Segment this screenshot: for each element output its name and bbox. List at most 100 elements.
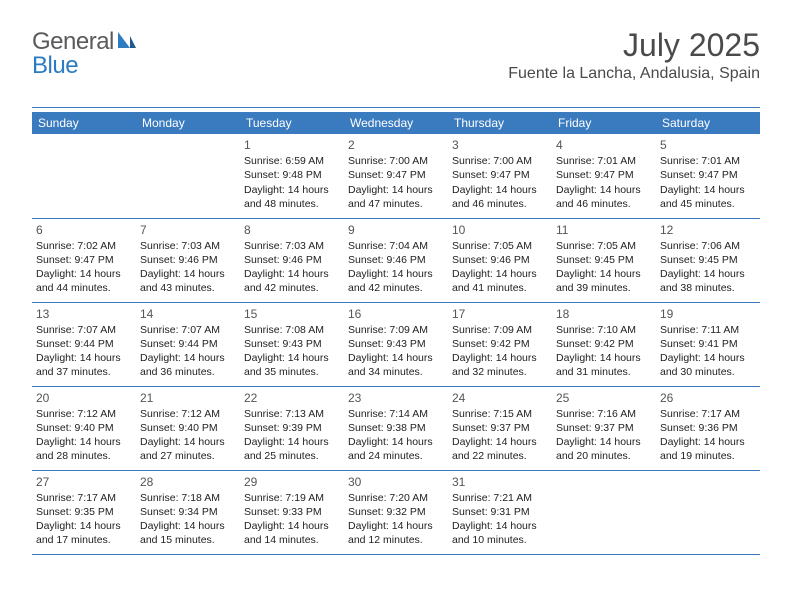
calendar-cell: 21Sunrise: 7:12 AMSunset: 9:40 PMDayligh… bbox=[136, 386, 240, 470]
day-details: Sunrise: 7:13 AMSunset: 9:39 PMDaylight:… bbox=[244, 407, 340, 464]
calendar-row: 6Sunrise: 7:02 AMSunset: 9:47 PMDaylight… bbox=[32, 218, 760, 302]
calendar-cell: 11Sunrise: 7:05 AMSunset: 9:45 PMDayligh… bbox=[552, 218, 656, 302]
day-number: 9 bbox=[348, 221, 444, 239]
calendar-cell: 9Sunrise: 7:04 AMSunset: 9:46 PMDaylight… bbox=[344, 218, 448, 302]
day-number: 4 bbox=[556, 136, 652, 154]
day-header: Tuesday bbox=[240, 112, 344, 134]
day-header: Thursday bbox=[448, 112, 552, 134]
calendar-cell: 5Sunrise: 7:01 AMSunset: 9:47 PMDaylight… bbox=[656, 134, 760, 218]
calendar-cell: 2Sunrise: 7:00 AMSunset: 9:47 PMDaylight… bbox=[344, 134, 448, 218]
calendar-cell: 7Sunrise: 7:03 AMSunset: 9:46 PMDaylight… bbox=[136, 218, 240, 302]
day-number: 15 bbox=[244, 305, 340, 323]
calendar-cell: 26Sunrise: 7:17 AMSunset: 9:36 PMDayligh… bbox=[656, 386, 760, 470]
brand-part2: Blue bbox=[32, 52, 78, 79]
day-number: 30 bbox=[348, 473, 444, 491]
day-details: Sunrise: 7:17 AMSunset: 9:35 PMDaylight:… bbox=[36, 491, 132, 548]
calendar-cell: 20Sunrise: 7:12 AMSunset: 9:40 PMDayligh… bbox=[32, 386, 136, 470]
location-text: Fuente la Lancha, Andalusia, Spain bbox=[508, 65, 760, 83]
day-number: 2 bbox=[348, 136, 444, 154]
calendar-cell: 19Sunrise: 7:11 AMSunset: 9:41 PMDayligh… bbox=[656, 302, 760, 386]
day-number: 17 bbox=[452, 305, 548, 323]
calendar-cell: 17Sunrise: 7:09 AMSunset: 9:42 PMDayligh… bbox=[448, 302, 552, 386]
calendar-cell: 29Sunrise: 7:19 AMSunset: 9:33 PMDayligh… bbox=[240, 470, 344, 554]
calendar-cell: 15Sunrise: 7:08 AMSunset: 9:43 PMDayligh… bbox=[240, 302, 344, 386]
calendar-row: 1Sunrise: 6:59 AMSunset: 9:48 PMDaylight… bbox=[32, 134, 760, 218]
day-details: Sunrise: 7:03 AMSunset: 9:46 PMDaylight:… bbox=[244, 239, 340, 296]
day-number: 29 bbox=[244, 473, 340, 491]
day-details: Sunrise: 7:18 AMSunset: 9:34 PMDaylight:… bbox=[140, 491, 236, 548]
calendar-cell: 24Sunrise: 7:15 AMSunset: 9:37 PMDayligh… bbox=[448, 386, 552, 470]
title-block: July 2025 Fuente la Lancha, Andalusia, S… bbox=[508, 28, 760, 83]
day-number: 3 bbox=[452, 136, 548, 154]
calendar-cell: 31Sunrise: 7:21 AMSunset: 9:31 PMDayligh… bbox=[448, 470, 552, 554]
day-details: Sunrise: 7:07 AMSunset: 9:44 PMDaylight:… bbox=[140, 323, 236, 380]
calendar-cell-empty bbox=[136, 134, 240, 218]
calendar-cell: 8Sunrise: 7:03 AMSunset: 9:46 PMDaylight… bbox=[240, 218, 344, 302]
day-details: Sunrise: 7:20 AMSunset: 9:32 PMDaylight:… bbox=[348, 491, 444, 548]
calendar-row: 13Sunrise: 7:07 AMSunset: 9:44 PMDayligh… bbox=[32, 302, 760, 386]
day-details: Sunrise: 7:00 AMSunset: 9:47 PMDaylight:… bbox=[348, 154, 444, 211]
day-number: 20 bbox=[36, 389, 132, 407]
sail-icon bbox=[116, 30, 138, 55]
calendar-cell: 13Sunrise: 7:07 AMSunset: 9:44 PMDayligh… bbox=[32, 302, 136, 386]
day-details: Sunrise: 7:09 AMSunset: 9:42 PMDaylight:… bbox=[452, 323, 548, 380]
calendar-cell: 30Sunrise: 7:20 AMSunset: 9:32 PMDayligh… bbox=[344, 470, 448, 554]
calendar-cell: 16Sunrise: 7:09 AMSunset: 9:43 PMDayligh… bbox=[344, 302, 448, 386]
day-header: Saturday bbox=[656, 112, 760, 134]
calendar-table: SundayMondayTuesdayWednesdayThursdayFrid… bbox=[32, 112, 760, 555]
day-details: Sunrise: 7:12 AMSunset: 9:40 PMDaylight:… bbox=[140, 407, 236, 464]
calendar-head: SundayMondayTuesdayWednesdayThursdayFrid… bbox=[32, 112, 760, 134]
day-number: 13 bbox=[36, 305, 132, 323]
day-header: Wednesday bbox=[344, 112, 448, 134]
day-details: Sunrise: 7:12 AMSunset: 9:40 PMDaylight:… bbox=[36, 407, 132, 464]
day-details: Sunrise: 7:11 AMSunset: 9:41 PMDaylight:… bbox=[660, 323, 756, 380]
brand-part2-wrap: Blue bbox=[32, 52, 78, 80]
day-details: Sunrise: 7:10 AMSunset: 9:42 PMDaylight:… bbox=[556, 323, 652, 380]
day-details: Sunrise: 7:16 AMSunset: 9:37 PMDaylight:… bbox=[556, 407, 652, 464]
day-number: 31 bbox=[452, 473, 548, 491]
day-details: Sunrise: 7:19 AMSunset: 9:33 PMDaylight:… bbox=[244, 491, 340, 548]
day-details: Sunrise: 7:21 AMSunset: 9:31 PMDaylight:… bbox=[452, 491, 548, 548]
day-number: 12 bbox=[660, 221, 756, 239]
day-number: 21 bbox=[140, 389, 236, 407]
calendar-cell: 1Sunrise: 6:59 AMSunset: 9:48 PMDaylight… bbox=[240, 134, 344, 218]
day-number: 11 bbox=[556, 221, 652, 239]
day-number: 22 bbox=[244, 389, 340, 407]
day-number: 25 bbox=[556, 389, 652, 407]
day-details: Sunrise: 7:08 AMSunset: 9:43 PMDaylight:… bbox=[244, 323, 340, 380]
day-details: Sunrise: 7:05 AMSunset: 9:46 PMDaylight:… bbox=[452, 239, 548, 296]
day-number: 7 bbox=[140, 221, 236, 239]
day-details: Sunrise: 7:07 AMSunset: 9:44 PMDaylight:… bbox=[36, 323, 132, 380]
day-details: Sunrise: 7:03 AMSunset: 9:46 PMDaylight:… bbox=[140, 239, 236, 296]
day-details: Sunrise: 7:04 AMSunset: 9:46 PMDaylight:… bbox=[348, 239, 444, 296]
day-number: 19 bbox=[660, 305, 756, 323]
calendar-cell: 28Sunrise: 7:18 AMSunset: 9:34 PMDayligh… bbox=[136, 470, 240, 554]
day-details: Sunrise: 6:59 AMSunset: 9:48 PMDaylight:… bbox=[244, 154, 340, 211]
day-number: 18 bbox=[556, 305, 652, 323]
day-details: Sunrise: 7:14 AMSunset: 9:38 PMDaylight:… bbox=[348, 407, 444, 464]
day-number: 27 bbox=[36, 473, 132, 491]
day-details: Sunrise: 7:17 AMSunset: 9:36 PMDaylight:… bbox=[660, 407, 756, 464]
day-number: 16 bbox=[348, 305, 444, 323]
day-header: Friday bbox=[552, 112, 656, 134]
day-details: Sunrise: 7:06 AMSunset: 9:45 PMDaylight:… bbox=[660, 239, 756, 296]
calendar-cell-empty bbox=[32, 134, 136, 218]
day-details: Sunrise: 7:09 AMSunset: 9:43 PMDaylight:… bbox=[348, 323, 444, 380]
calendar-cell: 4Sunrise: 7:01 AMSunset: 9:47 PMDaylight… bbox=[552, 134, 656, 218]
day-header: Monday bbox=[136, 112, 240, 134]
day-number: 1 bbox=[244, 136, 340, 154]
calendar-cell: 18Sunrise: 7:10 AMSunset: 9:42 PMDayligh… bbox=[552, 302, 656, 386]
day-header: Sunday bbox=[32, 112, 136, 134]
day-number: 5 bbox=[660, 136, 756, 154]
day-number: 26 bbox=[660, 389, 756, 407]
day-details: Sunrise: 7:02 AMSunset: 9:47 PMDaylight:… bbox=[36, 239, 132, 296]
calendar-cell: 14Sunrise: 7:07 AMSunset: 9:44 PMDayligh… bbox=[136, 302, 240, 386]
header-separator bbox=[32, 107, 760, 108]
calendar-cell-empty bbox=[552, 470, 656, 554]
day-details: Sunrise: 7:00 AMSunset: 9:47 PMDaylight:… bbox=[452, 154, 548, 211]
calendar-row: 20Sunrise: 7:12 AMSunset: 9:40 PMDayligh… bbox=[32, 386, 760, 470]
calendar-cell: 3Sunrise: 7:00 AMSunset: 9:47 PMDaylight… bbox=[448, 134, 552, 218]
calendar-body: 1Sunrise: 6:59 AMSunset: 9:48 PMDaylight… bbox=[32, 134, 760, 554]
calendar-cell: 6Sunrise: 7:02 AMSunset: 9:47 PMDaylight… bbox=[32, 218, 136, 302]
calendar-row: 27Sunrise: 7:17 AMSunset: 9:35 PMDayligh… bbox=[32, 470, 760, 554]
